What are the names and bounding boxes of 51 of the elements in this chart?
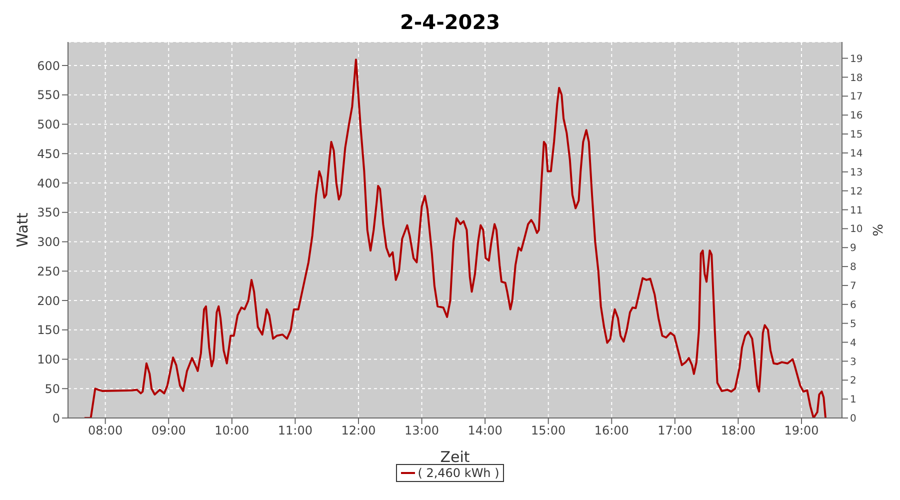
y-tick-label: 100 [37, 352, 60, 367]
y2-tick-label: 14 [850, 148, 863, 160]
y-tick-label: 450 [37, 146, 60, 161]
y2-tick-label: 7 [850, 281, 856, 292]
y2-tick-label: 3 [850, 356, 856, 368]
y2-tick-label: 11 [850, 205, 863, 216]
x-tick-label: 08:00 [88, 424, 123, 438]
y2-tick-label: 8 [850, 262, 856, 274]
y2-tick-label: 2 [850, 376, 856, 387]
y-tick-label: 0 [52, 411, 60, 426]
y2-tick-label: 9 [850, 243, 856, 254]
y2-tick-label: 18 [850, 72, 863, 84]
x-tick-label: 09:00 [151, 424, 186, 438]
y2-tick-label: 0 [850, 414, 856, 425]
x-axis-title: Zeit [440, 448, 470, 466]
y2-tick-label: 17 [850, 92, 863, 103]
y2-tick-label: 15 [850, 130, 863, 141]
y-tick-label: 350 [37, 206, 60, 220]
y-tick-label: 600 [37, 58, 60, 73]
y-tick-label: 500 [37, 118, 60, 132]
y2-tick-label: 4 [850, 338, 856, 349]
x-tick-label: 11:00 [278, 424, 312, 438]
x-tick-label: 14:00 [468, 424, 502, 438]
y2-tick-label: 16 [850, 110, 863, 122]
y-axis-title: Watt [13, 212, 32, 248]
y-tick-label: 150 [37, 323, 60, 338]
x-tick-label: 10:00 [214, 424, 250, 438]
y-tick-label: 250 [37, 264, 60, 278]
y2-tick-label: 19 [850, 54, 863, 65]
y2-tick-label: 10 [850, 224, 863, 236]
y2-tick-label: 1 [850, 394, 856, 406]
y2-tick-label: 5 [850, 318, 856, 330]
y2-axis-title: % [872, 224, 887, 236]
legend-label: ( 2,460 kWh ) [418, 466, 500, 480]
x-tick-label: 17:00 [658, 424, 692, 438]
x-tick-label: 19:00 [784, 424, 819, 438]
y-tick-label: 300 [37, 235, 60, 250]
y-tick-label: 50 [44, 382, 60, 396]
line-series [83, 58, 827, 418]
y-tick-label: 400 [37, 176, 60, 190]
y2-tick-label: 12 [850, 186, 863, 198]
x-tick-label: 15:00 [531, 424, 566, 438]
y-tick-label: 550 [37, 88, 60, 102]
x-tick-label: 16:00 [594, 424, 629, 438]
y2-tick-label: 6 [850, 300, 856, 311]
chart-title: 2-4-2023 [398, 9, 502, 36]
x-tick-label: 13:00 [404, 424, 440, 438]
x-tick-label: 12:00 [341, 424, 376, 438]
x-tick-label: 18:00 [720, 424, 756, 438]
y-tick-label: 200 [37, 294, 60, 308]
y2-tick-label: 13 [850, 167, 863, 178]
